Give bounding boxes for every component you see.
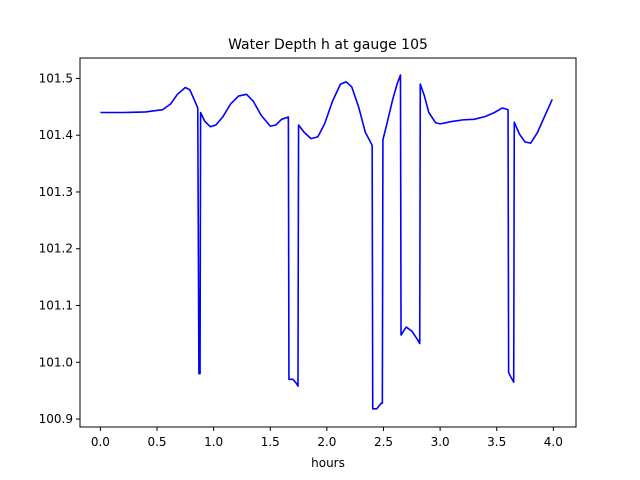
x-tick-label: 1.0 xyxy=(204,435,223,449)
x-tick-label: 3.0 xyxy=(431,435,450,449)
x-tick-label: 3.5 xyxy=(487,435,506,449)
x-tick-label: 1.5 xyxy=(261,435,280,449)
y-tick-label: 101.1 xyxy=(39,299,73,313)
y-tick-label: 101.2 xyxy=(39,242,73,256)
y-tick-label: 101.0 xyxy=(39,355,73,369)
x-tick-label: 2.5 xyxy=(374,435,393,449)
plot-frame xyxy=(79,57,577,428)
ticks-layer: 0.0 0.5 1.0 1.5 2.0 2.5 3.0 3.5 4.0 100.9 101.0 101… xyxy=(39,71,563,449)
x-tick-label: 0.0 xyxy=(91,435,110,449)
y-tick-label: 101.4 xyxy=(39,128,73,142)
series-layer xyxy=(100,74,553,410)
chart-title: Water Depth h at gauge 105 xyxy=(228,37,428,53)
y-tick-label: 100.9 xyxy=(39,412,73,426)
x-tick-label: 4.0 xyxy=(544,435,563,449)
x-tick-label: 0.5 xyxy=(147,435,166,449)
y-tick-label: 101.5 xyxy=(39,71,73,85)
x-tick-label: 2.0 xyxy=(317,435,336,449)
series-line-0 xyxy=(100,74,553,410)
x-axis-label: hours xyxy=(311,456,345,470)
y-tick-label: 101.3 xyxy=(39,185,73,199)
